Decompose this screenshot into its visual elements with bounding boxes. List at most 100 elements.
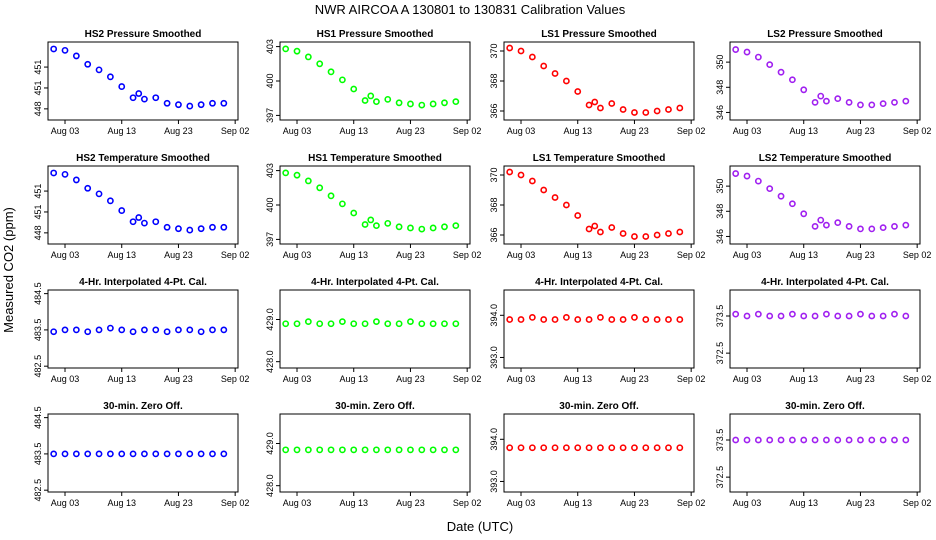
data-point — [186, 102, 194, 110]
data-point — [304, 318, 312, 326]
data-point — [50, 450, 58, 458]
y-tick-label: 368 — [489, 197, 499, 212]
panel-title: LS2 Temperature Smoothed — [759, 153, 892, 164]
data-point — [141, 95, 148, 103]
data-point — [517, 316, 525, 323]
data-point — [163, 328, 171, 336]
x-tick-label: Aug 23 — [164, 498, 193, 508]
data-point — [562, 314, 570, 321]
x-tick-label: Aug 03 — [51, 126, 80, 136]
data-point — [653, 444, 661, 452]
data-point — [84, 450, 92, 458]
x-tick-label: Aug 23 — [846, 126, 875, 136]
data-point — [407, 446, 414, 454]
x-tick-label: Sep 02 — [453, 250, 482, 260]
data-point — [540, 316, 548, 323]
x-tick-label: Aug 13 — [789, 250, 818, 260]
data-point — [293, 320, 301, 328]
x-tick-label: Aug 13 — [563, 250, 592, 260]
y-tick-label: 348 — [715, 80, 725, 95]
data-point — [811, 436, 819, 444]
y-tick-label: 451 — [33, 184, 43, 199]
x-tick-label: Aug 23 — [846, 374, 875, 384]
x-tick-label: Sep 02 — [677, 250, 706, 260]
data-point — [384, 446, 392, 454]
x-tick-label: Aug 13 — [563, 126, 592, 136]
x-tick-label: Aug 03 — [283, 374, 312, 384]
data-point — [72, 326, 80, 334]
data-point — [597, 104, 604, 112]
data-point — [282, 169, 290, 177]
data-point — [135, 90, 143, 97]
x-tick-label: Aug 23 — [164, 250, 193, 260]
x-tick-label: Aug 13 — [789, 498, 818, 508]
data-point — [373, 98, 380, 106]
data-point — [642, 444, 650, 452]
y-tick-label: 350 — [715, 55, 725, 70]
data-point — [50, 169, 58, 177]
data-point — [129, 328, 137, 336]
data-point — [361, 221, 369, 228]
data-point — [209, 450, 216, 458]
data-point — [197, 328, 205, 336]
data-point — [418, 225, 426, 233]
data-point — [197, 225, 205, 233]
data-point — [106, 450, 114, 458]
y-tick-label: 484.5 — [33, 282, 43, 305]
data-point — [129, 450, 137, 458]
data-point — [441, 223, 448, 231]
data-point — [551, 70, 559, 77]
y-tick-label: 483.5 — [33, 319, 43, 342]
data-point — [429, 446, 437, 454]
data-point — [676, 316, 684, 323]
x-tick-label: Aug 13 — [563, 498, 592, 508]
y-tick-label: 429.0 — [265, 432, 275, 455]
chart-panel: LS1 Temperature Smoothed Aug 03 Aug 13 Aug … — [489, 153, 705, 260]
panel-title: HS1 Pressure Smoothed — [317, 29, 434, 40]
y-tick-label: 451 — [33, 204, 43, 219]
data-point — [823, 436, 830, 444]
data-point — [338, 200, 346, 208]
y-tick-label: 448 — [33, 225, 43, 240]
data-point — [220, 326, 228, 334]
data-point — [407, 224, 414, 232]
data-point — [754, 53, 762, 61]
data-point — [141, 450, 148, 458]
data-point — [506, 168, 514, 176]
y-tick-label: 451 — [33, 80, 43, 95]
data-point — [407, 100, 414, 108]
data-point — [902, 436, 910, 444]
data-point — [732, 436, 740, 444]
figure-title: NWR AIRCOA A 130801 to 130831 Calibratio… — [315, 2, 626, 17]
data-point — [551, 316, 559, 323]
y-tick-label: 346 — [715, 105, 725, 120]
y-tick-label: 372.5 — [715, 466, 725, 489]
data-point — [732, 310, 740, 318]
data-point — [84, 328, 92, 336]
x-tick-label: Sep 02 — [903, 498, 932, 508]
data-point — [118, 207, 126, 214]
chart-panel: LS2 Pressure Smoothed Aug 03 Aug 13 Aug 23 S… — [715, 29, 931, 136]
data-point — [384, 219, 392, 227]
data-point — [788, 200, 796, 208]
y-tick-label: 400 — [265, 197, 275, 212]
chart-panel: HS1 Temperature Smoothed Aug 03 Aug 13 Aug … — [265, 153, 481, 260]
data-point — [418, 446, 426, 454]
data-point — [823, 97, 830, 105]
data-point — [891, 310, 898, 318]
x-tick-label: Aug 13 — [107, 374, 136, 384]
data-point — [220, 223, 228, 231]
data-point — [777, 68, 785, 76]
data-point — [597, 228, 604, 236]
y-tick-label: 403 — [265, 39, 275, 54]
data-point — [642, 233, 650, 240]
x-tick-label: Aug 13 — [107, 250, 136, 260]
data-point — [631, 233, 638, 240]
data-point — [293, 171, 301, 179]
panel-title: LS1 Temperature Smoothed — [533, 153, 666, 164]
data-point — [118, 326, 126, 334]
data-point — [676, 444, 684, 452]
data-point — [665, 444, 672, 452]
data-point — [452, 320, 460, 328]
x-tick-label: Aug 13 — [789, 374, 818, 384]
